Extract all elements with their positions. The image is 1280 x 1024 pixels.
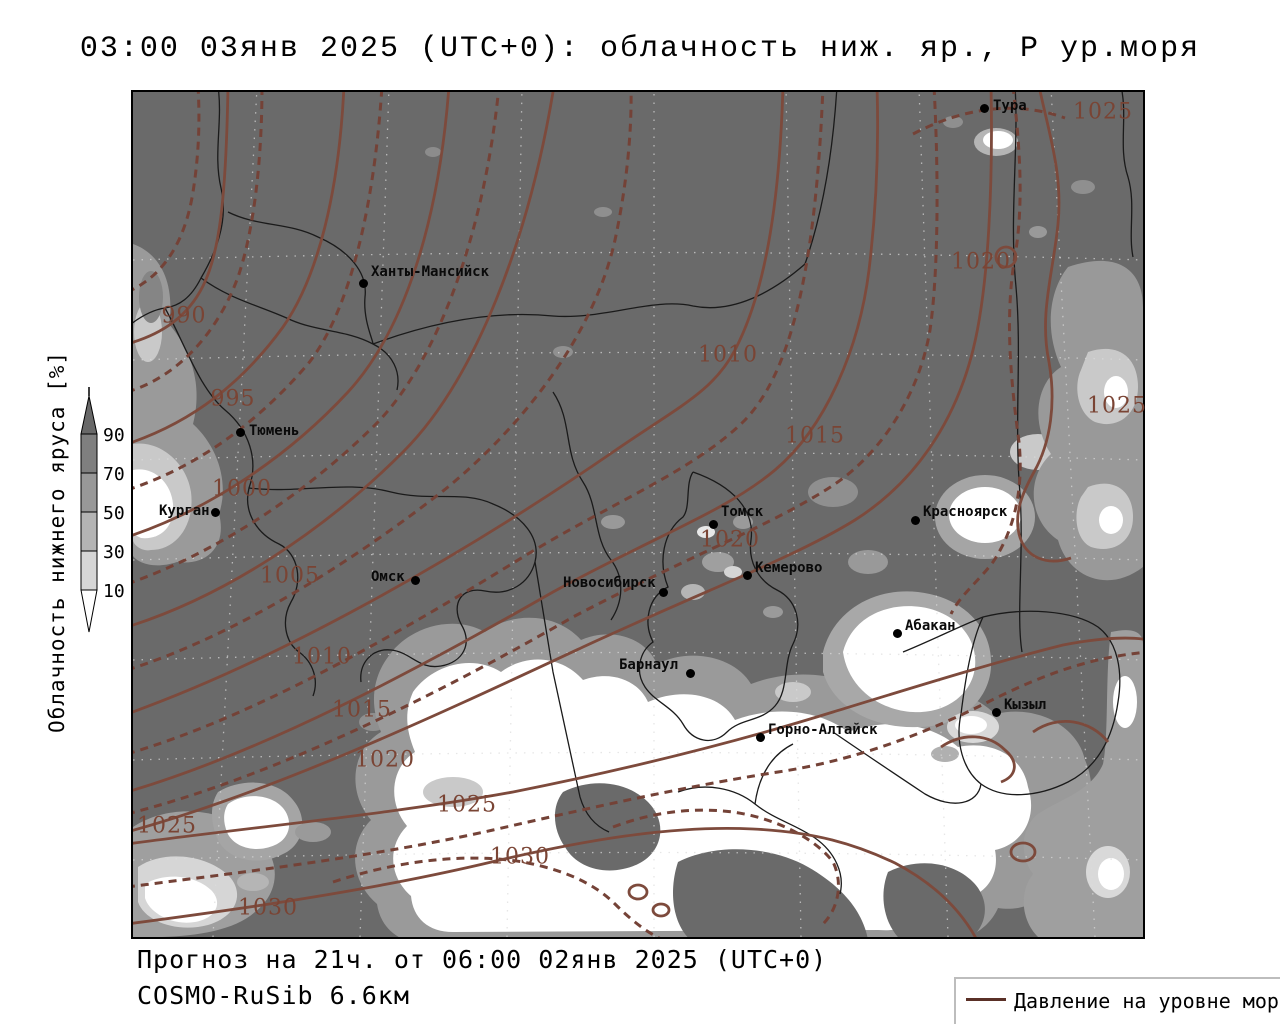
colorbar-bar (80, 387, 98, 633)
colorbar-axis-label: Облачность нижнего яруса [%] (45, 350, 69, 734)
isobar-solid-layer (133, 92, 1143, 937)
pressure-legend: Давление на уровне моря (954, 977, 1280, 1024)
colorbar-tick-label: 70 (103, 464, 125, 485)
graticule-layer (133, 92, 1143, 937)
pressure-line-sample (966, 998, 1006, 1001)
colorbar-ticks: 90 70 50 30 10 (103, 425, 125, 602)
forecast-info: Прогноз на 21ч. от 06:00 02янв 2025 (UTC… (137, 945, 828, 974)
page-title: 03:00 03янв 2025 (UTC+0): облачность ниж… (79, 32, 1201, 66)
cloudiness-layer (133, 116, 1143, 937)
colorbar-tick-label: 10 (103, 581, 125, 602)
colorbar-tick-label: 50 (103, 503, 125, 524)
pressure-legend-label: Давление на уровне моря (1014, 989, 1280, 1013)
isobar-dashed-layer (133, 92, 1143, 937)
colorbar-tick-label: 30 (103, 542, 125, 563)
cloudiness-colorbar: 90 70 50 30 10 (80, 387, 125, 633)
model-info: COSMO-RuSib 6.6км (137, 981, 410, 1010)
forecast-map (131, 90, 1145, 939)
colorbar-tick-label: 90 (103, 425, 125, 446)
